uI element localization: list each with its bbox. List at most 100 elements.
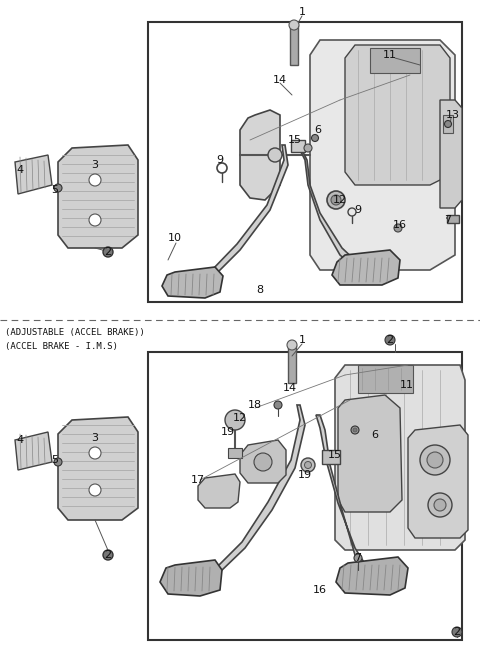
Circle shape [394,224,402,232]
Polygon shape [162,267,223,298]
Polygon shape [345,45,450,185]
Text: 7: 7 [354,553,361,563]
Bar [443,115,453,133]
Circle shape [54,184,62,192]
Circle shape [289,20,299,30]
Circle shape [225,410,245,430]
Bar [288,345,296,383]
Circle shape [434,499,446,511]
Text: 8: 8 [256,285,264,295]
Polygon shape [58,417,138,520]
Text: 5: 5 [51,185,59,195]
Polygon shape [310,40,455,270]
Circle shape [89,174,101,186]
Text: (ADJUSTABLE (ACCEL BRAKE)): (ADJUSTABLE (ACCEL BRAKE)) [5,328,145,337]
Text: 12: 12 [233,413,247,423]
Text: 3: 3 [92,160,98,170]
Text: 4: 4 [16,165,24,175]
Text: 19: 19 [298,470,312,480]
Text: 17: 17 [191,475,205,485]
Text: 16: 16 [313,585,327,595]
Polygon shape [240,110,280,200]
Circle shape [312,134,319,141]
Circle shape [428,493,452,517]
Circle shape [103,247,113,257]
Circle shape [353,428,357,432]
Text: 19: 19 [221,427,235,437]
Text: 14: 14 [273,75,287,85]
Polygon shape [195,145,288,280]
Bar [370,48,420,73]
Text: 2: 2 [386,335,394,345]
Polygon shape [338,395,402,512]
Text: 5: 5 [51,455,59,465]
Text: 16: 16 [393,220,407,230]
Text: 2: 2 [105,550,111,560]
Text: 7: 7 [444,215,452,225]
Text: 1: 1 [299,335,305,345]
Bar [148,352,462,640]
Text: 15: 15 [288,135,302,145]
Polygon shape [408,425,468,538]
Text: 15: 15 [328,450,342,460]
Circle shape [385,335,395,345]
Text: 11: 11 [383,50,397,60]
Polygon shape [198,474,240,508]
Bar [322,450,340,464]
Circle shape [420,445,450,475]
Circle shape [452,627,462,637]
Polygon shape [335,365,465,550]
Circle shape [354,554,362,562]
Bar [447,215,459,223]
Polygon shape [336,557,408,595]
Circle shape [254,453,272,471]
Text: 3: 3 [92,433,98,443]
Circle shape [268,148,282,162]
Text: 9: 9 [216,155,224,165]
Polygon shape [440,100,462,208]
Text: 10: 10 [168,233,182,243]
Text: 6: 6 [314,125,322,135]
Circle shape [54,458,62,466]
Polygon shape [15,155,52,194]
Circle shape [89,447,101,459]
Polygon shape [332,250,400,285]
Bar [148,22,462,302]
Circle shape [89,214,101,226]
Polygon shape [300,150,372,272]
Circle shape [287,340,297,350]
Text: 2: 2 [454,627,461,637]
Bar [291,140,305,152]
Polygon shape [316,415,384,582]
Circle shape [274,401,282,409]
Text: (ACCEL BRAKE - I.M.S): (ACCEL BRAKE - I.M.S) [5,342,118,351]
Circle shape [89,484,101,496]
Circle shape [351,426,359,434]
Polygon shape [15,432,52,470]
Bar [290,25,298,65]
Text: 6: 6 [372,430,379,440]
Circle shape [327,191,345,209]
Circle shape [444,121,452,128]
Polygon shape [240,440,286,483]
Polygon shape [160,560,222,596]
Circle shape [427,452,443,468]
Circle shape [301,458,315,472]
Circle shape [304,462,312,468]
Text: 18: 18 [248,400,262,410]
Text: 13: 13 [446,110,460,120]
Polygon shape [58,145,138,248]
Text: 1: 1 [299,7,305,17]
Text: 4: 4 [16,435,24,445]
Text: 2: 2 [105,247,111,257]
Bar [358,365,413,393]
Circle shape [304,144,312,152]
Circle shape [331,195,341,205]
Bar [228,448,242,458]
Text: 12: 12 [333,195,347,205]
Text: 11: 11 [400,380,414,390]
Circle shape [103,550,113,560]
Text: 14: 14 [283,383,297,393]
Text: 9: 9 [354,205,361,215]
Polygon shape [198,405,305,577]
